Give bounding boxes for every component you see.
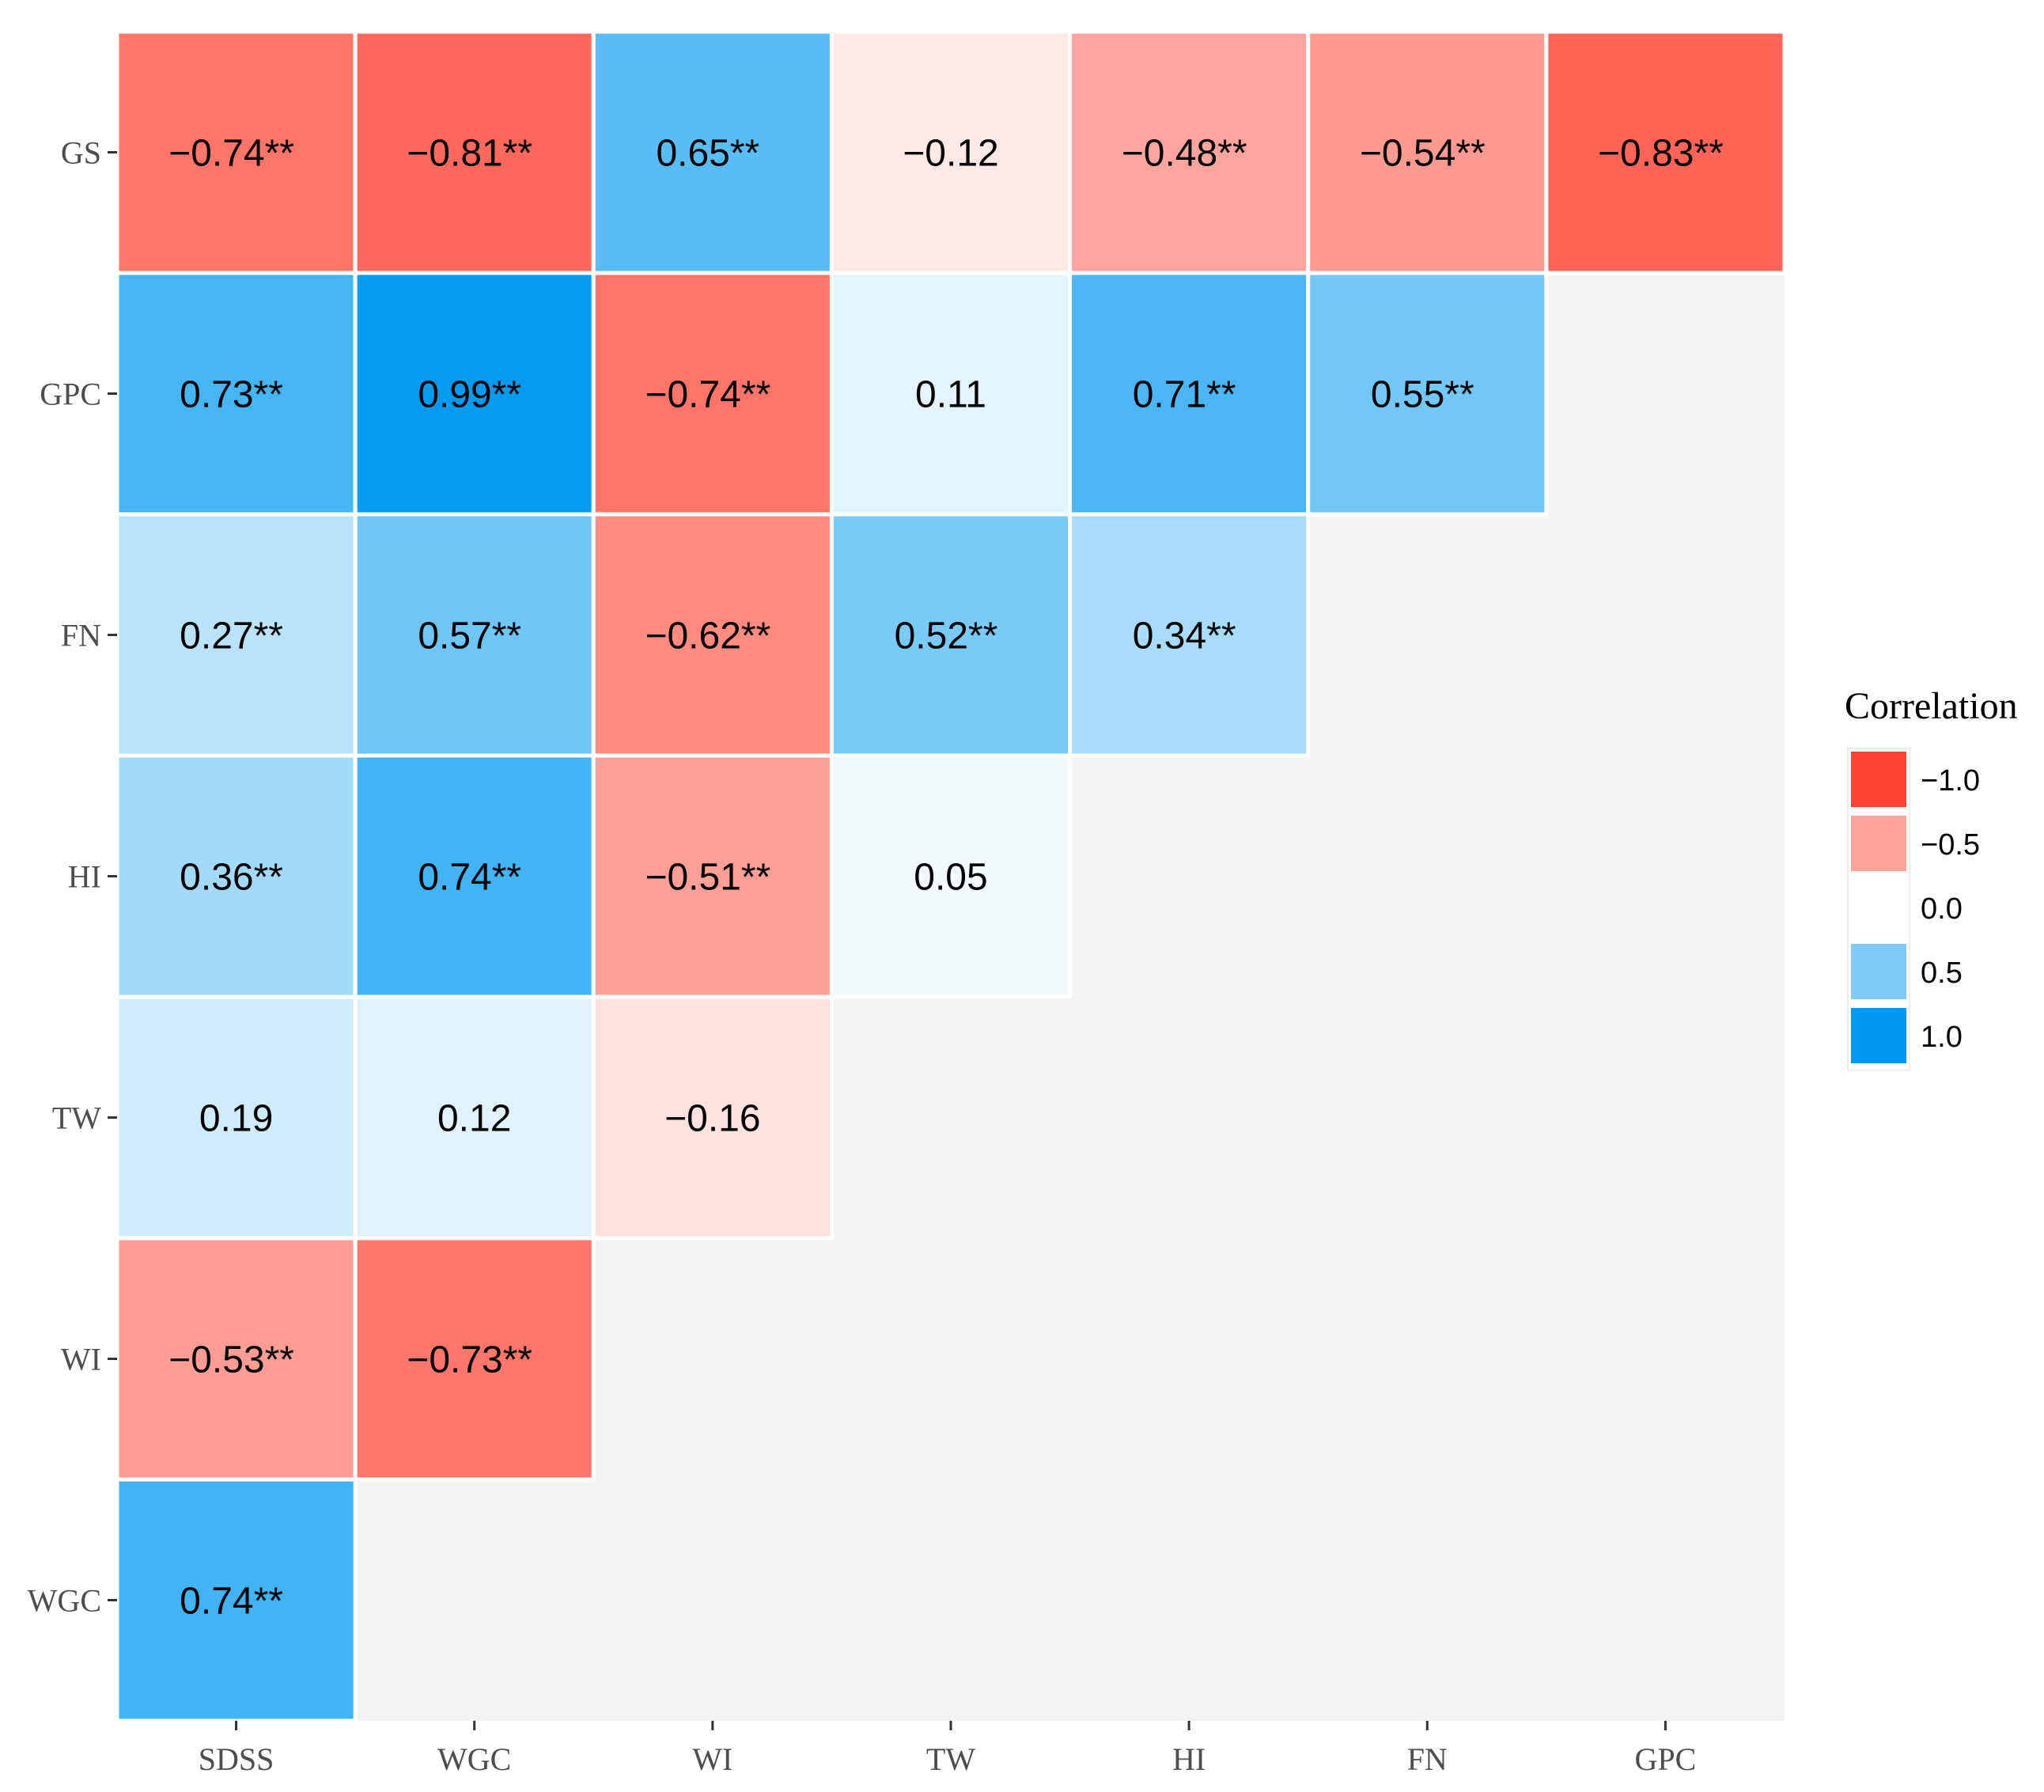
cell-value-label: −0.16 [664, 1098, 760, 1140]
legend-swatch [1851, 752, 1906, 807]
x-tick-label: SDSS [199, 1741, 274, 1777]
y-tick-label: FN [61, 618, 101, 654]
cell-value-label: 0.05 [914, 857, 987, 899]
cell-value-label: 0.99** [418, 374, 521, 416]
heatmap-cell [591, 995, 834, 1241]
cell-value-label: 0.11 [915, 374, 986, 416]
cell-value-label: −0.74** [645, 374, 770, 416]
heatmap-cell [829, 29, 1073, 275]
cell-value-label: −0.83** [1598, 133, 1724, 175]
cell-value-label: −0.74** [168, 133, 294, 175]
cell-value-label: 0.19 [199, 1098, 273, 1140]
heatmap-cell [591, 753, 834, 999]
x-tick-label: GPC [1635, 1741, 1697, 1777]
x-axis: SDSS WGC WI TW HI FN GPC [199, 1721, 1697, 1777]
legend-label: 0.0 [1921, 892, 1963, 926]
heatmap-cell [1068, 512, 1311, 758]
y-tick-label: WI [61, 1342, 101, 1377]
heatmap-cell [1068, 271, 1311, 517]
legend-swatch [1851, 816, 1906, 871]
x-tick-label: FN [1407, 1741, 1448, 1777]
y-tick-label: GPC [40, 377, 101, 412]
legend-title: Correlation [1845, 685, 2018, 727]
heatmap-cell [353, 753, 596, 999]
x-tick-label: HI [1172, 1741, 1206, 1777]
y-tick-label: WGC [28, 1583, 101, 1619]
cell-value-label: −0.81** [407, 133, 532, 175]
heatmap-cell [1306, 29, 1549, 275]
heatmap-cell [829, 271, 1073, 517]
heatmap-cell [115, 512, 358, 758]
cell-value-label: 0.57** [418, 616, 521, 657]
cell-value-label: −0.48** [1122, 133, 1247, 175]
heatmap-cell [353, 1236, 596, 1482]
cell-value-label: 0.74** [418, 857, 521, 899]
legend-swatch [1851, 944, 1906, 999]
legend-label: 0.5 [1921, 957, 1963, 990]
legend-label: 1.0 [1921, 1021, 1963, 1054]
cell-value-label: 0.65** [656, 133, 759, 175]
heatmap-cell [1544, 29, 1787, 275]
heatmap-cell [1306, 271, 1549, 517]
cell-value-label: −0.12 [903, 133, 998, 175]
heatmap-cell [353, 995, 596, 1241]
legend-swatch [1851, 880, 1906, 935]
legend: Correlation −1.0 −0.5 0.0 0.5 1.0 [1845, 685, 2018, 1071]
heatmap-cell [115, 271, 358, 517]
heatmap-cell [353, 512, 596, 758]
cell-value-label: −0.62** [645, 616, 770, 657]
x-tick-label: WGC [437, 1741, 511, 1777]
heatmap-cell [829, 753, 1073, 999]
cell-value-label: 0.36** [180, 857, 283, 899]
cell-value-label: −0.53** [168, 1339, 294, 1381]
heatmap-cell [591, 512, 834, 758]
y-tick-label: TW [52, 1101, 101, 1136]
y-axis: GS GPC FN HI TW WI WGC [28, 135, 117, 1619]
cell-value-label: 0.12 [437, 1098, 511, 1140]
cell-value-label: 0.27** [180, 616, 283, 657]
cell-value-label: 0.52** [895, 616, 998, 657]
heatmap-cell [115, 29, 358, 275]
y-tick-label: GS [61, 135, 101, 171]
heatmap-cell [829, 512, 1073, 758]
heatmap-cell [353, 271, 596, 517]
heatmap-cells: −0.74** −0.81** 0.65** −0.12 −0.48** −0.54** −… [115, 29, 1787, 1723]
cell-value-label: 0.34** [1133, 616, 1236, 657]
legend-swatch [1851, 1008, 1906, 1063]
cell-value-label: 0.71** [1133, 374, 1236, 416]
cell-value-label: 0.55** [1371, 374, 1474, 416]
legend-label: −1.0 [1921, 764, 1980, 797]
y-tick-label: HI [68, 859, 101, 895]
cell-value-label: 0.73** [180, 374, 283, 416]
cell-value-label: −0.51** [645, 857, 770, 899]
legend-label: −0.5 [1921, 828, 1980, 862]
cell-value-label: −0.73** [407, 1339, 532, 1381]
cell-value-label: 0.74** [180, 1581, 283, 1623]
cell-value-label: −0.54** [1360, 133, 1486, 175]
x-tick-label: TW [926, 1741, 975, 1777]
x-tick-label: WI [692, 1741, 732, 1777]
